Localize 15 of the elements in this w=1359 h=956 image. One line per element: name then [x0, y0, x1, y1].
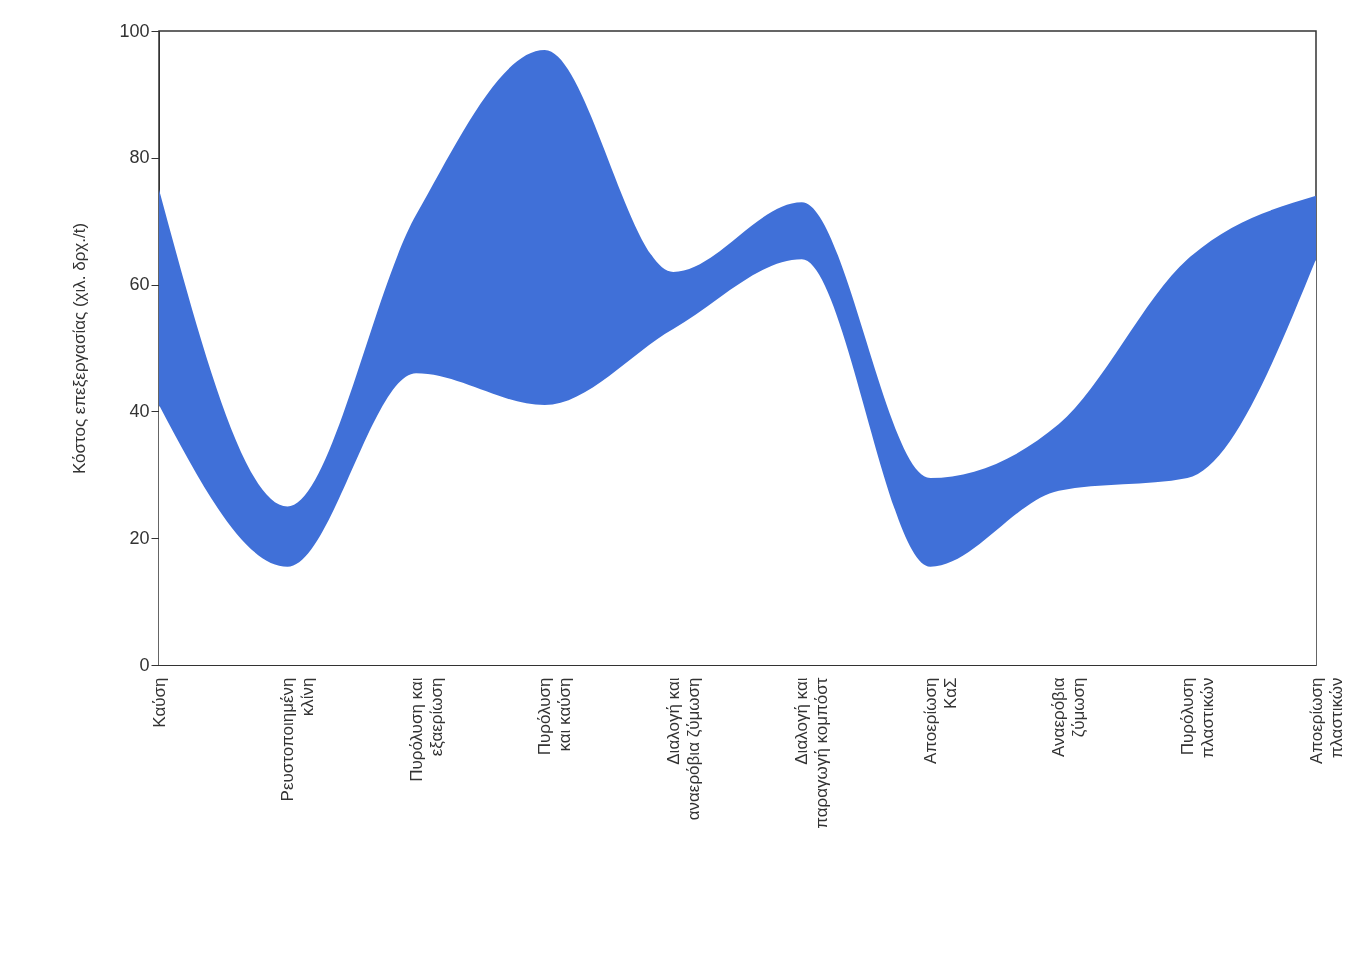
y-tick-label: 100 [119, 20, 150, 41]
x-tick-label: Αναερόβια ζύμωση [1049, 677, 1089, 757]
y-tick-label: 40 [129, 400, 150, 421]
y-tick-label: 20 [129, 527, 150, 548]
y-tick-label: 80 [129, 147, 150, 168]
y-axis-title: Κόστος επεξεργασίας (χιλ. δρχ./t) [70, 222, 90, 475]
x-tick-label: Ρευστοποιημένη κλίνη [278, 677, 318, 802]
x-tick-label: Πυρόλυση και καύση [535, 677, 575, 756]
y-tick-label: 60 [129, 274, 150, 295]
x-tick-label: Πυρόλυση και εξαερίωση [406, 677, 446, 782]
x-tick-label: Αποερίωση ΚαΣ [920, 677, 960, 765]
y-tick-label: 0 [139, 654, 150, 675]
x-tick-label: Καύση [149, 677, 169, 728]
x-tick-label: Αποερίωση πλαστικών [1306, 677, 1346, 765]
x-tick-label: Πυρόλυση πλαστικών [1177, 677, 1217, 759]
